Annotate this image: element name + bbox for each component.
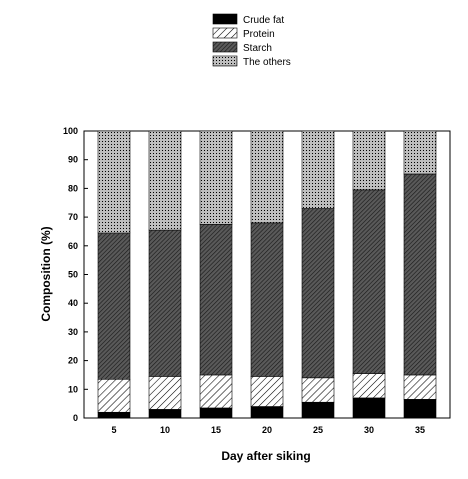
x-axis: 5 10 15 20 25 30 35 — [111, 415, 425, 435]
bar-segment-crude-fat-day-30 — [352, 397, 386, 419]
x-tick-label-5: 5 — [111, 425, 116, 435]
y-tick-label-70: 70 — [68, 212, 78, 222]
x-tick-label-15: 15 — [211, 425, 221, 435]
x-tick-label-25: 25 — [313, 425, 323, 435]
bar-segment-starch-day-5 — [97, 232, 131, 380]
bar-day-25 — [301, 130, 335, 419]
y-axis-label: Composition (%) — [39, 226, 53, 321]
bar-segment-protein-day-10 — [148, 376, 182, 410]
legend-swatch-protein — [212, 27, 238, 39]
bar-segment-starch-day-20 — [250, 222, 284, 377]
legend-swatch-starch — [212, 41, 238, 53]
y-tick-label-80: 80 — [68, 183, 78, 193]
bar-segment-the-others-day-35 — [403, 130, 437, 175]
bar-segment-protein-day-30 — [352, 373, 386, 399]
bars — [97, 130, 437, 419]
x-tick-label-10: 10 — [160, 425, 170, 435]
bar-segment-protein-day-35 — [403, 374, 437, 400]
bar-segment-starch-day-35 — [403, 173, 437, 376]
y-tick-label-90: 90 — [68, 155, 78, 165]
legend-item-crude-fat: Crude fat — [212, 13, 284, 26]
bar-segment-the-others-day-20 — [250, 130, 284, 224]
bar-segment-starch-day-15 — [199, 223, 233, 376]
bar-segment-starch-day-25 — [301, 208, 335, 379]
bar-segment-protein-day-20 — [250, 376, 284, 407]
x-tick-label-20: 20 — [262, 425, 272, 435]
legend-label-crude-fat: Crude fat — [243, 15, 284, 26]
bar-segment-protein-day-25 — [301, 377, 335, 403]
bar-segment-protein-day-5 — [97, 378, 131, 413]
bar-segment-starch-day-10 — [148, 229, 182, 377]
bar-day-20 — [250, 130, 284, 419]
y-tick-label-0: 0 — [73, 413, 78, 423]
bar-segment-the-others-day-5 — [97, 130, 131, 234]
y-tick-label-20: 20 — [68, 356, 78, 366]
x-tick-label-35: 35 — [415, 425, 425, 435]
bar-day-15 — [199, 130, 233, 419]
y-tick-label-10: 10 — [68, 384, 78, 394]
bar-day-30 — [352, 130, 386, 419]
bar-segment-the-others-day-10 — [148, 130, 182, 231]
y-tick-label-40: 40 — [68, 298, 78, 308]
bar-day-10 — [148, 130, 182, 419]
x-axis-label: Day after siking — [221, 449, 310, 463]
x-tick-label-30: 30 — [364, 425, 374, 435]
legend-label-the-others: The others — [243, 57, 291, 68]
legend-swatch-crude-fat — [212, 13, 238, 25]
y-tick-label-100: 100 — [63, 126, 78, 136]
legend-label-protein: Protein — [243, 29, 275, 40]
bar-segment-protein-day-15 — [199, 374, 233, 409]
bar-segment-the-others-day-30 — [352, 130, 386, 191]
legend-label-starch: Starch — [243, 43, 272, 54]
legend-item-the-others: The others — [212, 55, 291, 68]
bar-segment-the-others-day-15 — [199, 130, 233, 225]
y-axis: 0 10 20 30 40 50 60 70 80 90 100 — [63, 126, 88, 423]
legend: Crude fat Protein Starch The others — [212, 13, 291, 68]
legend-swatch-the-others — [212, 55, 238, 67]
bar-day-5 — [97, 130, 131, 419]
y-tick-label-60: 60 — [68, 241, 78, 251]
bar-segment-starch-day-30 — [352, 189, 386, 374]
legend-item-protein: Protein — [212, 27, 275, 40]
y-tick-label-30: 30 — [68, 327, 78, 337]
bar-day-35 — [403, 130, 437, 419]
bar-segment-the-others-day-25 — [301, 130, 335, 209]
legend-item-starch: Starch — [212, 41, 272, 54]
y-tick-label-50: 50 — [68, 270, 78, 280]
